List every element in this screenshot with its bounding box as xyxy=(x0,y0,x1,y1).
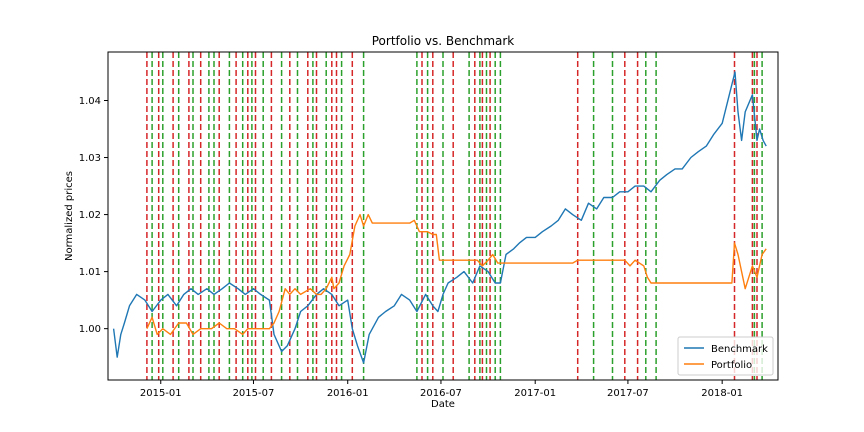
y-tick-label-1: 1.01 xyxy=(79,267,101,278)
x-tick-label-1: 2015-07 xyxy=(233,388,275,399)
legend-label-benchmark: Benchmark xyxy=(711,344,768,355)
x-tick-label-0: 2015-01 xyxy=(140,388,182,399)
portfolio-line xyxy=(146,213,767,336)
legend-label-portfolio: Portfolio xyxy=(711,360,752,371)
y-tick-label-2: 1.02 xyxy=(79,210,101,221)
series-layer xyxy=(112,71,767,364)
y-tick-label-0: 1.00 xyxy=(79,324,101,335)
x-tick-label-4: 2017-01 xyxy=(514,388,556,399)
signal-lines xyxy=(146,52,763,380)
benchmark-line xyxy=(112,71,767,364)
y-tick-label-4: 1.04 xyxy=(79,96,101,107)
x-tick-label-2: 2016-01 xyxy=(327,388,369,399)
legend: Benchmark Portfolio xyxy=(677,336,774,376)
y-axis-label: Normalized prices xyxy=(64,171,75,261)
x-tick-label-6: 2018-01 xyxy=(701,388,743,399)
y-axis: 1.00 1.01 1.02 1.03 1.04 xyxy=(79,96,108,335)
chart-title: Portfolio vs. Benchmark xyxy=(372,34,515,48)
y-tick-label-3: 1.03 xyxy=(79,153,101,164)
x-tick-label-5: 2017-07 xyxy=(607,388,649,399)
x-axis: 2015-01 2015-07 2016-01 2016-07 2017-01 2017-… xyxy=(140,380,743,399)
x-axis-label: Date xyxy=(431,399,455,410)
plot-frame xyxy=(107,51,779,381)
x-tick-label-3: 2016-07 xyxy=(420,388,462,399)
legend-box xyxy=(677,336,774,376)
